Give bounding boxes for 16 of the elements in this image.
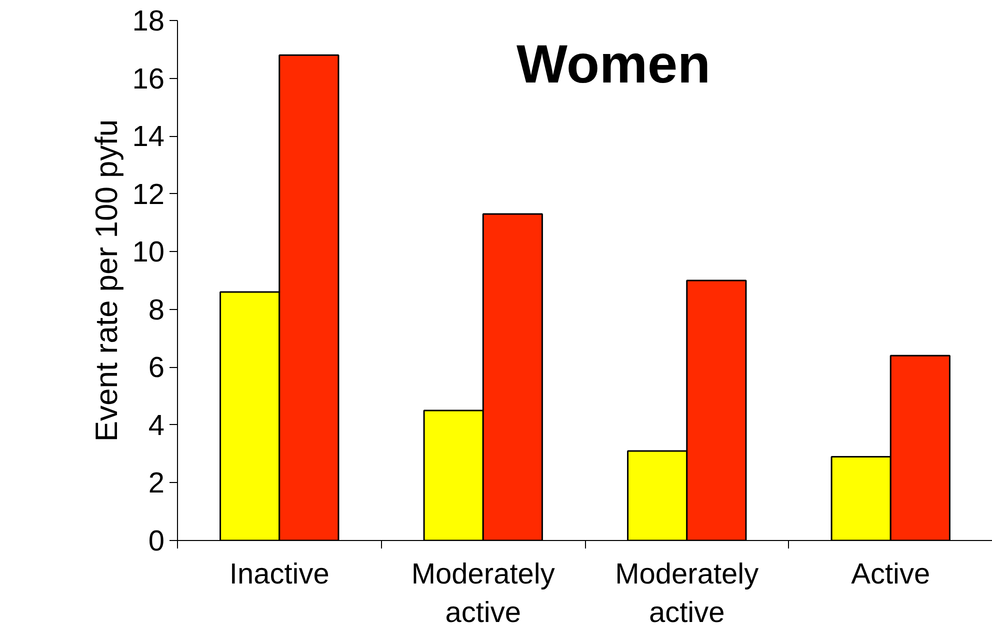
y-tick-label: 12	[132, 178, 165, 211]
x-tick-label: Inactive	[229, 558, 330, 590]
chart-title: Women	[516, 34, 711, 94]
x-tick-label: Moderately active	[411, 558, 556, 629]
y-tick-label: 2	[148, 468, 165, 500]
y-tick-label: 0	[148, 526, 165, 558]
y-tick-label: 8	[148, 294, 165, 326]
y-tick-label: 6	[148, 352, 165, 384]
x-tick-label: Active	[851, 558, 930, 590]
y-tick-label: 16	[132, 63, 165, 96]
x-tick-label: Moderately active	[615, 558, 760, 629]
y-tick-label: 18	[132, 6, 165, 38]
y-tick-label: 4	[148, 410, 165, 442]
y-tick-label: 14	[132, 121, 165, 154]
y-tick-label: 10	[132, 236, 165, 269]
y-axis-title: Event rate per 100 pyfu	[89, 119, 124, 442]
